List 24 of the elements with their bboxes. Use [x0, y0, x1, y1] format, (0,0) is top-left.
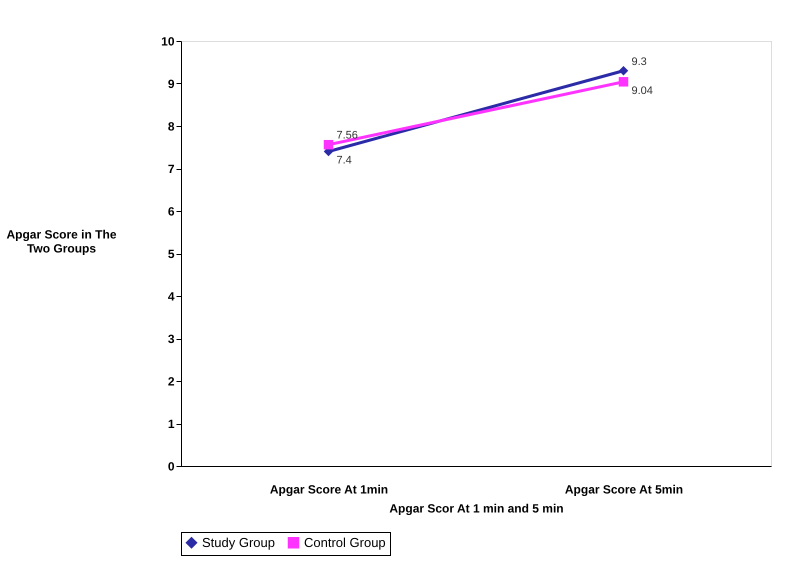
x-tick-label: Apgar Score At 5min [564, 482, 684, 496]
y-tick-label: 7 [168, 162, 175, 176]
data-label: 9.3 [632, 56, 647, 68]
y-tick-label: 5 [168, 247, 175, 261]
point [618, 77, 628, 87]
y-tick-label: 6 [168, 204, 175, 218]
data-label: 7.4 [336, 154, 352, 166]
y-tick-label: 9 [168, 77, 175, 91]
x-axis-title: Apgar Scor At 1 min and 5 min [389, 502, 564, 516]
legend-label: Study Group [202, 534, 275, 550]
data-label: 9.04 [632, 84, 653, 97]
y-axis-title: Apgar Score in The Two Groups [6, 228, 117, 256]
y-tick-label: 1 [168, 417, 175, 431]
point [324, 140, 334, 150]
y-tick-label: 3 [168, 332, 175, 346]
y-tick-label: 0 [168, 460, 175, 474]
x-tick-label: Apgar Score At 1min [270, 482, 388, 496]
y-tick-label: 4 [168, 290, 175, 304]
legend-label: Control Group [304, 534, 386, 550]
data-label: 7.56 [336, 130, 358, 142]
point [618, 66, 628, 76]
y-tick-label: 2 [168, 374, 175, 388]
y-tick-label: 8 [168, 120, 175, 134]
y-tick-label: 10 [161, 34, 175, 48]
